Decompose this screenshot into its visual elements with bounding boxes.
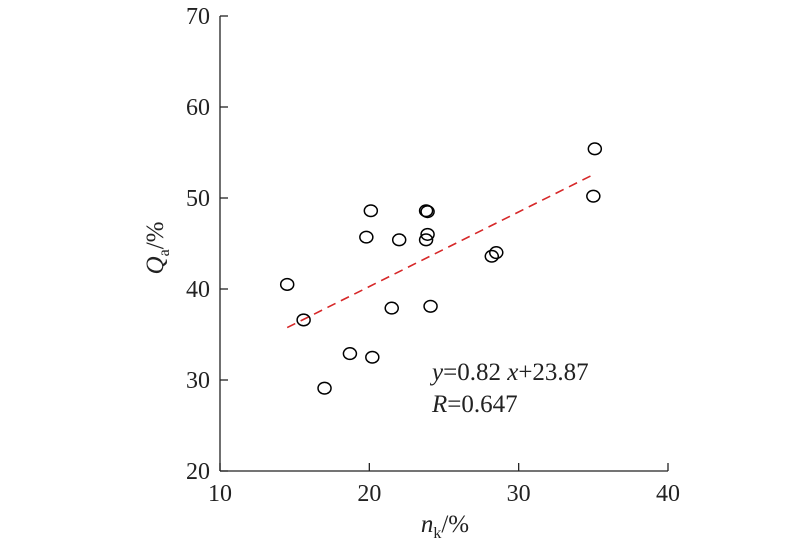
x-tick-label: 10 [208,481,232,507]
data-point [317,381,332,395]
data-point [489,246,504,260]
fit-line-layer [286,173,594,329]
data-point [342,347,358,361]
y-tick-label: 40 [186,277,210,303]
x-tick-label: 30 [507,481,531,507]
data-point [420,227,435,241]
data-point [384,301,399,315]
y-tick-label: 70 [186,4,210,30]
data-point [587,142,603,156]
data-point [418,233,434,247]
data-point [363,204,379,218]
x-axis-label: nk/% [421,511,469,542]
y-tick-label: 60 [186,95,210,121]
points-layer [279,142,603,395]
y-axis-label: Qa/% [142,222,173,275]
data-point [586,189,601,203]
data-point [420,205,435,219]
data-point [423,299,438,313]
x-axis: 10 20 30 40 [208,463,680,507]
x-tick-label: 20 [357,481,381,507]
x-tick-label: 40 [656,481,680,507]
data-point [365,350,380,364]
y-tick-label: 20 [186,459,210,485]
regression-line [286,173,594,329]
data-point [484,249,500,263]
correlation-r: R=0.647 [431,391,518,418]
y-tick-label: 30 [186,368,210,394]
y-axis: 20 30 40 50 60 70 [186,4,228,485]
data-point [296,313,311,327]
fit-equation: y=0.82 x+23.87 [429,359,589,386]
data-point [391,233,407,247]
data-point [359,230,374,244]
y-tick-label: 50 [186,186,210,212]
data-point [279,277,295,292]
